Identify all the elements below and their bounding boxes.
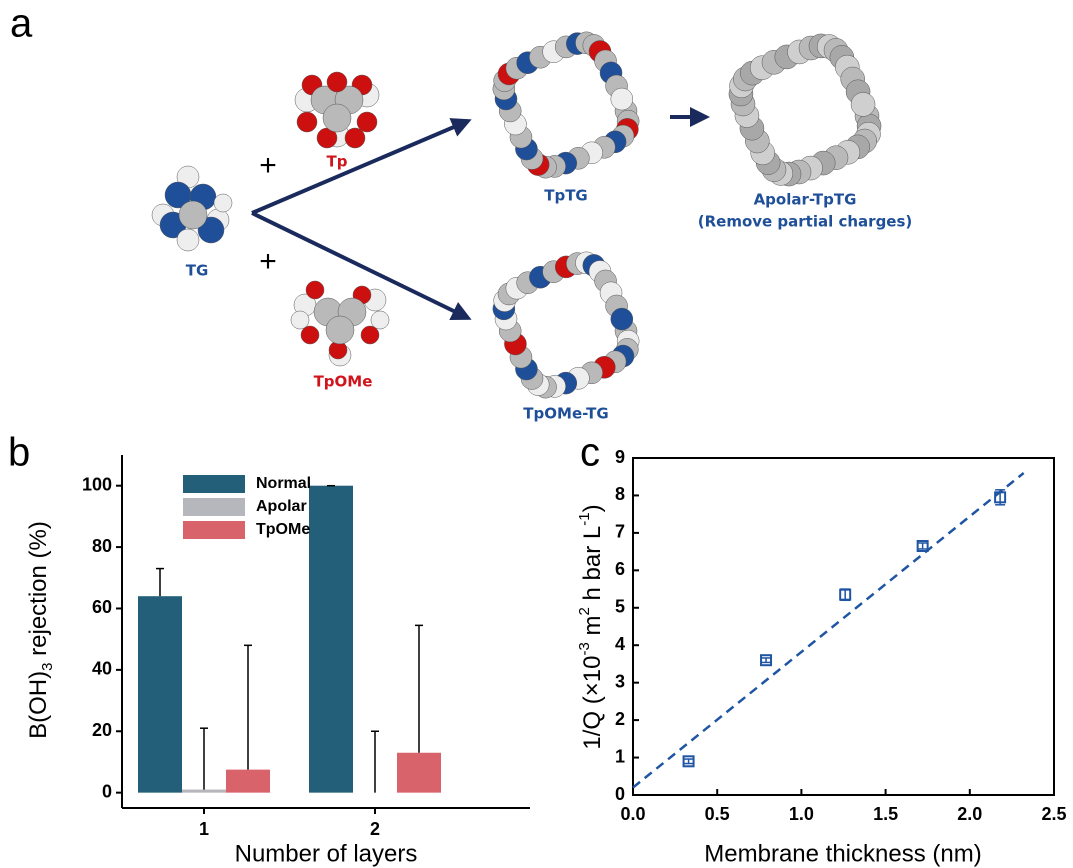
atom <box>326 316 354 344</box>
y-tick-label: 7 <box>615 522 625 542</box>
error-bar <box>684 759 694 763</box>
atom <box>851 92 875 116</box>
bar <box>309 486 353 793</box>
atom <box>327 72 347 92</box>
label-part: 2 <box>576 607 593 615</box>
atom <box>214 194 232 212</box>
y-tick-label: 5 <box>615 597 625 617</box>
error-bar <box>200 728 208 789</box>
molecule-label: TpOMe-TG <box>523 405 608 423</box>
x-tick-label: 1 <box>199 819 209 839</box>
molecule-label: TpOMe <box>314 373 373 391</box>
y-tick-label: 4 <box>615 634 625 654</box>
atom <box>177 229 199 251</box>
plot-frame <box>633 458 1054 795</box>
bar <box>397 753 441 793</box>
x-tick-label: 2.0 <box>957 804 982 824</box>
legend-swatch <box>183 521 245 539</box>
plus-sign: + <box>259 149 277 182</box>
y-tick-label: 0 <box>102 781 112 801</box>
x-tick-label: 0.5 <box>705 804 730 824</box>
x-tick-label: 2.5 <box>1041 804 1066 824</box>
error-bar <box>244 645 252 769</box>
atom <box>357 112 377 132</box>
y-axis-label: 1/Q (×10-3 m2 h bar L-1) <box>576 504 606 749</box>
x-axis-label: Number of layers <box>235 840 418 867</box>
label-part: 3 <box>39 663 56 671</box>
error-bar <box>918 543 928 549</box>
y-tick-label: 0 <box>615 784 625 804</box>
atom <box>371 311 389 329</box>
atom <box>611 308 633 330</box>
molecule-label: TG <box>186 262 209 280</box>
y-tick-label: 1 <box>615 746 625 766</box>
plus-sign: + <box>259 245 277 278</box>
atom <box>323 104 351 132</box>
error-bar <box>371 731 379 792</box>
atom <box>345 128 365 148</box>
y-tick-label: 8 <box>615 484 625 504</box>
error-bar <box>840 589 850 600</box>
label-part: 1/Q (×10 <box>579 656 606 750</box>
bar <box>182 790 226 793</box>
y-tick-label: 20 <box>92 720 112 740</box>
y-tick-label: 80 <box>92 536 112 556</box>
panel-label: a <box>10 2 33 46</box>
molecule-label: Tp <box>327 153 348 171</box>
panel-label: b <box>8 431 30 475</box>
atom <box>306 281 324 299</box>
error-bar <box>156 569 164 597</box>
label-part: rejection (%) <box>25 521 52 662</box>
label-part: -3 <box>576 642 593 655</box>
legend-label: Normal <box>256 475 311 492</box>
molecule-label: TpTG <box>544 187 588 205</box>
y-tick-label: 60 <box>92 597 112 617</box>
legend-swatch <box>183 498 245 516</box>
y-axis-label: B(OH)3 rejection (%) <box>25 521 56 739</box>
atom <box>611 88 633 110</box>
y-tick-label: 100 <box>82 474 112 494</box>
panel-label: c <box>580 431 600 475</box>
fit-line <box>633 473 1024 788</box>
label-part: h bar L <box>579 526 606 607</box>
label-part: m <box>579 616 606 643</box>
y-tick-label: 6 <box>615 559 625 579</box>
atom <box>297 112 317 132</box>
x-axis-label: Membrane thickness (nm) <box>704 840 981 867</box>
atom <box>361 326 379 344</box>
x-tick-label: 0.0 <box>620 804 645 824</box>
atom <box>291 311 309 329</box>
molecule-note: (Remove partial charges) <box>698 213 913 231</box>
y-tick-label: 2 <box>615 709 625 729</box>
x-tick-label: 1.0 <box>789 804 814 824</box>
bar <box>226 770 270 793</box>
label-part: ) <box>579 504 606 512</box>
bar <box>138 596 182 792</box>
x-tick-label: 1.5 <box>873 804 898 824</box>
y-tick-label: 40 <box>92 659 112 679</box>
label-part: B(OH) <box>25 671 52 739</box>
error-bar <box>415 625 423 752</box>
legend-label: TpOMe <box>256 521 310 538</box>
y-tick-label: 3 <box>615 671 625 691</box>
figure: a + + TG Tp TpOMe TpTG TpOMe-TG Apolar-T… <box>0 0 1073 868</box>
x-tick-label: 2 <box>370 819 380 839</box>
atom <box>179 201 207 229</box>
y-tick-label: 9 <box>615 447 625 467</box>
label-part: -1 <box>576 512 593 525</box>
molecule-label: Apolar-TpTG <box>754 191 857 209</box>
legend-swatch <box>183 475 245 493</box>
atom <box>301 326 319 344</box>
error-bar <box>761 658 771 662</box>
legend-label: Apolar <box>256 498 307 515</box>
